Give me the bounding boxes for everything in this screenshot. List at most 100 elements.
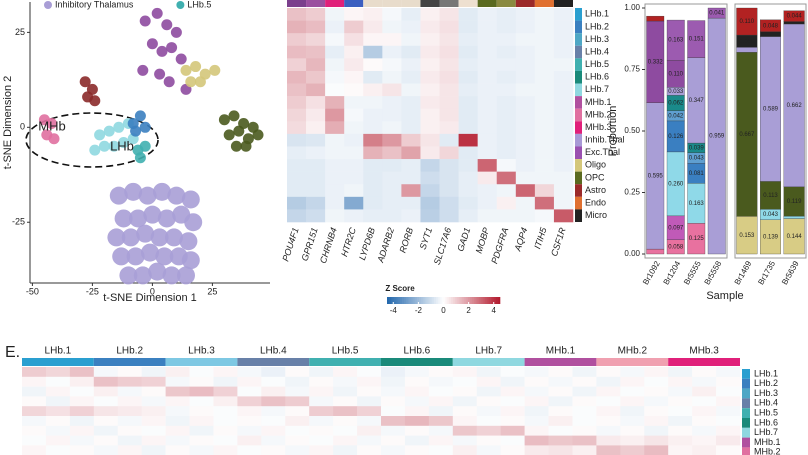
point: [161, 19, 173, 31]
colorbar-step: [458, 297, 461, 304]
heatmap-cell: [420, 121, 440, 135]
group-color-bar: [524, 358, 597, 366]
heatmap-cell: [287, 159, 307, 172]
segment-label: 0.151: [689, 37, 705, 43]
heatmap-cell: [189, 367, 214, 378]
colorbar-step: [392, 297, 395, 304]
row-label: LHb.5: [585, 59, 609, 69]
heatmap-cell: [476, 367, 501, 378]
heatmap-cell: [401, 184, 421, 198]
heatmap-cell: [237, 367, 262, 378]
heatmap-cell: [306, 159, 326, 172]
colorbar-step: [441, 297, 444, 304]
heatmap-cell: [141, 435, 166, 446]
heatmap-cell: [692, 435, 717, 446]
colorbar-step: [424, 297, 427, 304]
heatmap-cell: [363, 96, 383, 110]
heatmap-cell: [534, 20, 555, 34]
heatmap-cell: [553, 184, 574, 198]
colorbar-step: [407, 297, 410, 304]
heatmap-cell: [596, 396, 621, 407]
heatmap-cell: [500, 386, 525, 397]
legend-label: LHb.5: [187, 0, 211, 9]
segment-label: 0.097: [668, 225, 684, 231]
colorbar-step: [475, 297, 478, 304]
bar-segment: [646, 248, 665, 255]
heatmap-cell: [306, 70, 326, 84]
heatmap-cell: [401, 108, 421, 122]
colorbar-step: [451, 297, 454, 304]
heatmap-cell: [22, 445, 47, 455]
column-color-bar: [344, 0, 364, 7]
heatmap-cell: [363, 45, 383, 59]
point: [48, 133, 60, 145]
heatmap-cell: [261, 406, 286, 417]
heatmap-cell: [285, 406, 310, 417]
heatmap-cell: [553, 146, 574, 160]
heatmap-cell: [401, 83, 421, 97]
heatmap-cell: [572, 386, 597, 397]
heatmap-cell: [553, 20, 574, 34]
heatmap-cell: [524, 396, 549, 407]
column-color-bar: [306, 0, 326, 7]
row-swatch: [575, 108, 582, 122]
heatmap-cell: [287, 146, 307, 160]
heatmap-cell: [692, 416, 717, 427]
heatmap-cell: [572, 425, 597, 436]
heatmap-cell: [22, 425, 47, 436]
heatmap-cell: [692, 376, 717, 387]
heatmap-cell: [325, 121, 345, 135]
point: [139, 121, 151, 133]
heatmap-cell: [69, 425, 95, 436]
heatmap-cell: [534, 184, 555, 198]
heatmap-cell: [496, 33, 517, 47]
colorbar-tick-label: 0: [441, 306, 446, 315]
row-swatch: [742, 408, 750, 418]
heatmap-cell: [141, 425, 166, 436]
segment-label: 0.126: [668, 134, 684, 140]
heatmap-cell: [620, 367, 645, 378]
segment-label: 0.113: [763, 193, 778, 199]
heatmap-cell: [165, 367, 190, 378]
point: [165, 228, 183, 247]
heatmap-cell: [548, 386, 573, 397]
heatmap-cell: [117, 406, 142, 417]
heatmap-cell: [261, 396, 286, 407]
heatmap-cell: [344, 209, 364, 223]
colorbar-step: [492, 297, 495, 304]
heatmap-cell: [309, 425, 334, 436]
point: [157, 209, 176, 228]
heatmap-cell: [515, 8, 536, 21]
heatmap-cell: [458, 146, 478, 160]
heatmap-cell: [458, 96, 478, 110]
point: [113, 121, 125, 133]
heatmap-cell: [325, 8, 345, 21]
group-color-bar: [381, 358, 453, 366]
colorbar-step: [400, 297, 403, 304]
heatmap-cell: [458, 209, 478, 223]
heatmap-cell: [325, 45, 345, 59]
heatmap-cell: [306, 146, 326, 160]
heatmap-cell: [553, 58, 574, 72]
point: [194, 76, 206, 88]
heatmap-cell: [309, 435, 334, 446]
heatmap-cell: [515, 159, 536, 172]
heatmap-cell: [141, 367, 166, 378]
heatmap-cell: [333, 416, 358, 427]
heatmap-cell: [357, 416, 382, 427]
heatmap-cell: [477, 83, 498, 97]
segment-label: 0.033: [668, 89, 684, 95]
heatmap-cell: [458, 8, 478, 21]
heatmap-cell: [363, 196, 383, 210]
heatmap-cell: [325, 196, 345, 210]
row-swatch: [575, 209, 582, 222]
heatmap-cell: [117, 396, 142, 407]
heatmap-cell: [382, 209, 402, 223]
heatmap-cell: [382, 196, 402, 210]
heatmap-cell: [515, 96, 536, 110]
colorbar-step: [454, 297, 457, 304]
legend-swatch: [176, 1, 185, 9]
heatmap-cell: [344, 171, 364, 185]
y-tick-label: 25: [15, 27, 25, 37]
heatmap-cell: [668, 416, 693, 427]
